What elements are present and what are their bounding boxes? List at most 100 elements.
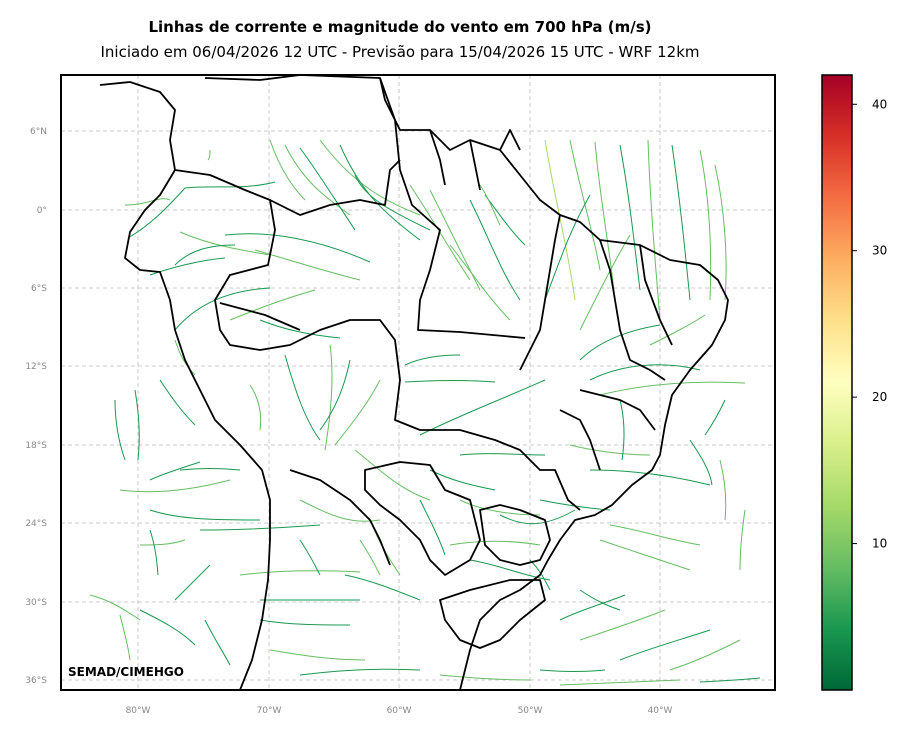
streamline xyxy=(689,439,713,486)
streamline xyxy=(619,629,711,661)
streamline xyxy=(714,164,727,301)
streamline xyxy=(739,509,746,571)
country-border xyxy=(479,504,551,566)
streamline xyxy=(344,574,421,601)
streamline xyxy=(619,144,641,291)
streamline xyxy=(439,674,531,681)
country-border xyxy=(364,461,481,576)
streamline xyxy=(579,589,621,611)
colorbar-body xyxy=(821,74,853,691)
country-border xyxy=(599,239,666,381)
streamline xyxy=(449,244,511,321)
streamline xyxy=(579,234,631,331)
streamline xyxy=(479,184,501,226)
coastline-outline xyxy=(99,81,271,690)
colorbar-tick-label: 30 xyxy=(872,244,887,258)
streamline xyxy=(284,354,321,441)
streamline xyxy=(334,379,381,446)
lat-label: 30°S xyxy=(25,598,47,608)
country-border xyxy=(499,129,521,151)
streamline xyxy=(149,461,201,481)
streamline xyxy=(254,249,361,281)
streamline xyxy=(259,319,341,339)
latitude-labels: 6°N 0° 6°S 12°S 18°S 24°S 30°S 36°S xyxy=(25,127,47,686)
streamlines-layer xyxy=(89,139,761,686)
streamline xyxy=(179,468,241,471)
streamline xyxy=(174,287,271,331)
streamline xyxy=(204,619,231,666)
streamline xyxy=(207,149,211,161)
streamline xyxy=(114,399,126,461)
lat-label: 6°S xyxy=(31,284,47,294)
streamline xyxy=(159,379,196,426)
streamline xyxy=(269,649,366,661)
streamline xyxy=(669,639,741,671)
country-border xyxy=(269,159,401,216)
streamline xyxy=(699,677,761,683)
streamline xyxy=(149,257,226,276)
streamline xyxy=(199,524,321,531)
streamline xyxy=(174,339,196,376)
streamline xyxy=(119,479,231,493)
streamline xyxy=(354,174,431,231)
lat-label: 12°S xyxy=(25,362,47,372)
streamline xyxy=(469,199,521,301)
country-border xyxy=(289,469,391,566)
streamline xyxy=(319,139,421,216)
map-gridlines xyxy=(61,75,775,690)
country-border xyxy=(429,129,446,186)
streamline xyxy=(249,384,262,431)
streamline xyxy=(149,529,159,576)
lat-label: 6°N xyxy=(30,127,47,137)
streamline xyxy=(589,469,711,486)
credit-label: SEMAD/CIMEHGO xyxy=(68,665,184,679)
streamline xyxy=(259,619,351,626)
streamline xyxy=(609,524,701,546)
streamline xyxy=(599,539,691,571)
country-borders xyxy=(99,75,729,690)
country-border xyxy=(559,409,601,471)
streamline xyxy=(484,194,526,246)
streamline xyxy=(704,399,726,436)
streamline xyxy=(579,609,666,641)
streamline xyxy=(569,444,651,456)
lon-label: 50°W xyxy=(518,706,543,716)
streamline xyxy=(269,139,306,201)
streamline xyxy=(174,564,211,601)
streamline xyxy=(559,679,681,686)
streamline xyxy=(569,139,601,271)
country-border xyxy=(639,244,673,346)
streamline xyxy=(134,389,140,461)
streamline xyxy=(354,449,431,501)
streamline xyxy=(174,244,236,266)
country-border xyxy=(174,169,581,511)
streamline xyxy=(594,141,616,301)
country-border xyxy=(579,389,656,431)
streamline xyxy=(719,459,727,521)
country-border xyxy=(379,77,526,339)
streamline xyxy=(179,231,271,256)
streamline xyxy=(229,289,316,321)
map-subtitle: Iniciado em 06/04/2026 12 UTC - Previsão… xyxy=(100,43,700,61)
country-border xyxy=(219,302,301,331)
streamline xyxy=(649,314,706,346)
colorbar-tick-label: 20 xyxy=(872,390,887,404)
streamline xyxy=(404,354,461,366)
lat-label: 0° xyxy=(37,206,47,216)
streamline xyxy=(579,324,661,361)
streamline xyxy=(539,669,606,672)
streamline xyxy=(124,198,171,206)
streamline xyxy=(299,147,356,231)
streamline xyxy=(284,144,351,216)
streamline xyxy=(671,144,691,301)
streamline xyxy=(699,149,712,301)
streamline xyxy=(429,189,481,291)
lon-label: 60°W xyxy=(387,706,412,716)
streamline xyxy=(544,139,576,301)
streamline xyxy=(149,509,261,521)
streamline xyxy=(224,233,371,263)
lon-label: 70°W xyxy=(257,706,282,716)
streamline xyxy=(127,187,186,239)
streamline xyxy=(299,668,421,676)
